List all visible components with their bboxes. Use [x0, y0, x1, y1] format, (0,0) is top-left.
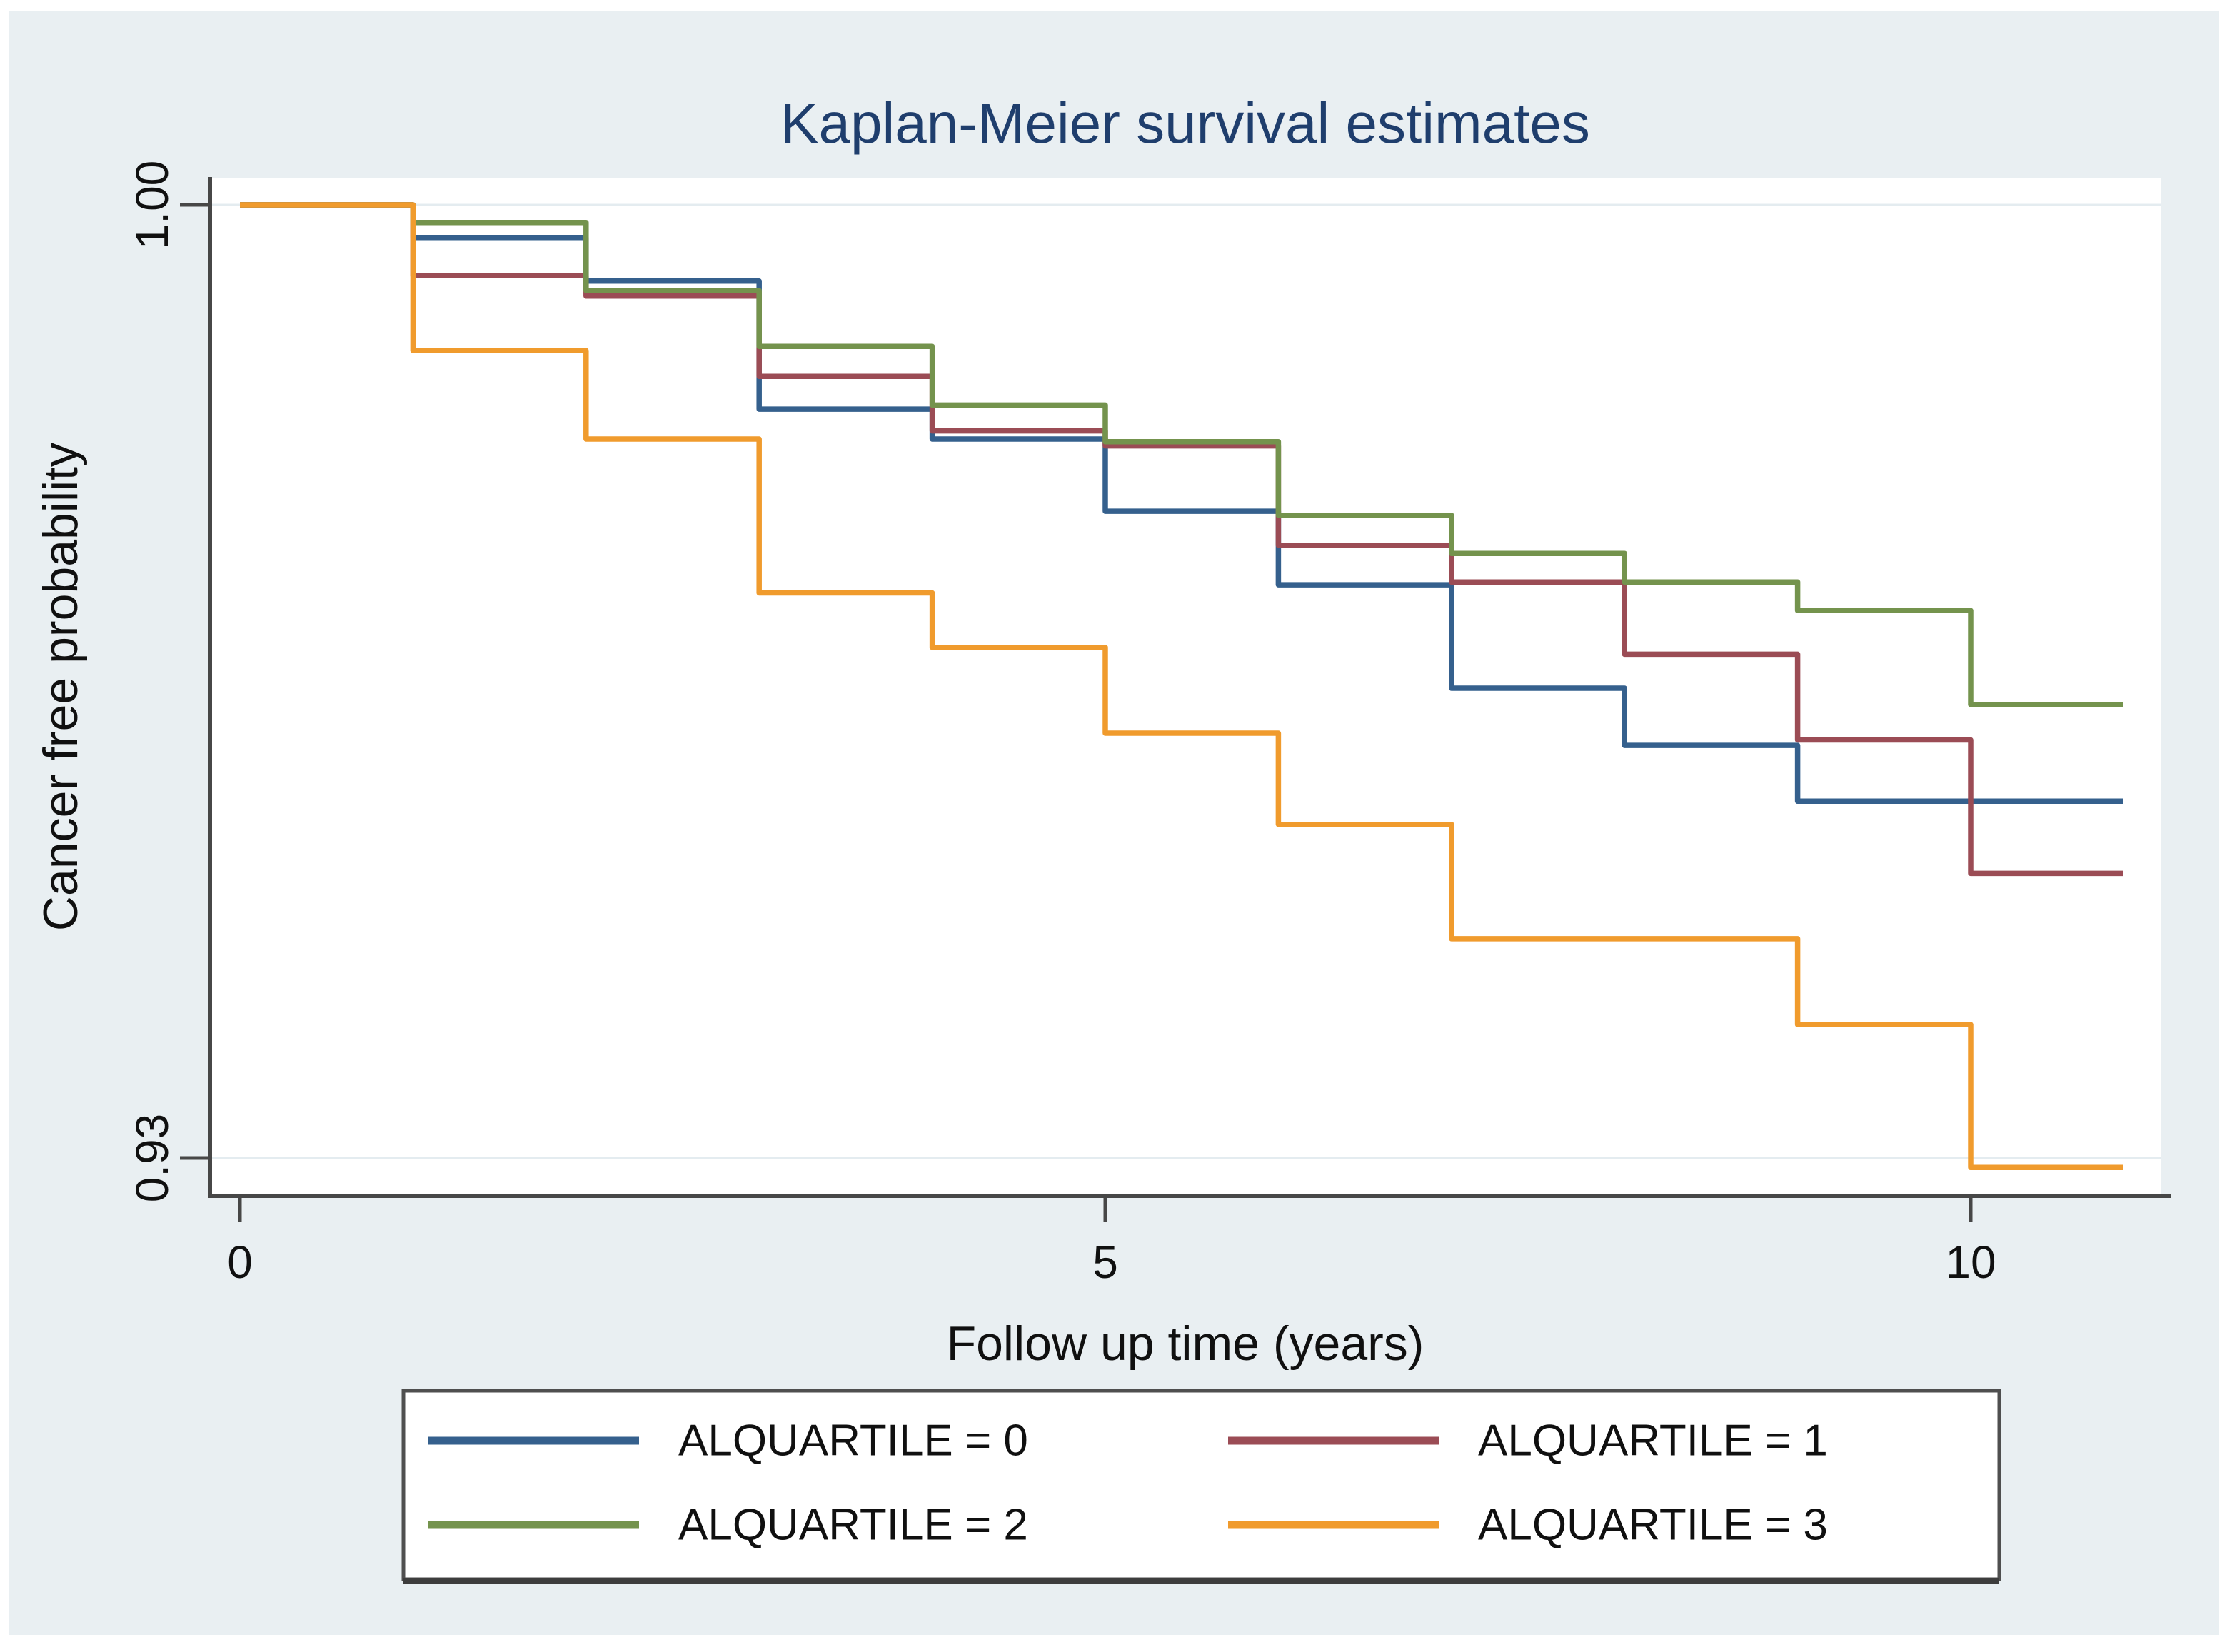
x-tick-label-0: 0 [227, 1237, 253, 1288]
x-tick-5 [1103, 1198, 1107, 1222]
y-axis-title: Cancer free probability [34, 443, 88, 931]
y-tick-label-1.00: 1.00 [126, 161, 178, 250]
tick-labels: 1.00 0.93 0 5 10 [126, 161, 1996, 1288]
survival-curve-alquartile-2 [240, 202, 2123, 707]
survival-curves [240, 202, 2123, 1171]
axes [180, 177, 2171, 1222]
gridlines [211, 203, 2161, 1159]
legend-label-alquartile-0: ALQUARTILE = 0 [678, 1416, 1028, 1466]
x-tick-label-5: 5 [1092, 1237, 1118, 1288]
y-tick-1.00 [180, 203, 208, 207]
x-tick-10 [1969, 1198, 1973, 1222]
y-axis-line [208, 177, 212, 1198]
legend-box-shadow [403, 1578, 1999, 1584]
survival-curve-alquartile-3 [240, 202, 2123, 1171]
plot-area [211, 178, 2161, 1194]
x-axis-line [208, 1194, 2171, 1198]
y-tick-label-0.93: 0.93 [126, 1114, 178, 1203]
x-tick-label-10: 10 [1945, 1237, 1996, 1288]
x-tick-0 [238, 1198, 242, 1222]
chart-title: Kaplan-Meier survival estimates [780, 91, 1590, 155]
x-axis-title: Follow up time (years) [947, 1316, 1424, 1371]
legend: ALQUARTILE = 0 ALQUARTILE = 1 ALQUARTILE =… [401, 1389, 2001, 1584]
legend-label-alquartile-2: ALQUARTILE = 2 [678, 1501, 1028, 1550]
legend-label-alquartile-1: ALQUARTILE = 1 [1478, 1416, 1828, 1466]
y-tick-0.93 [180, 1156, 208, 1160]
legend-label-alquartile-3: ALQUARTILE = 3 [1478, 1501, 1828, 1550]
